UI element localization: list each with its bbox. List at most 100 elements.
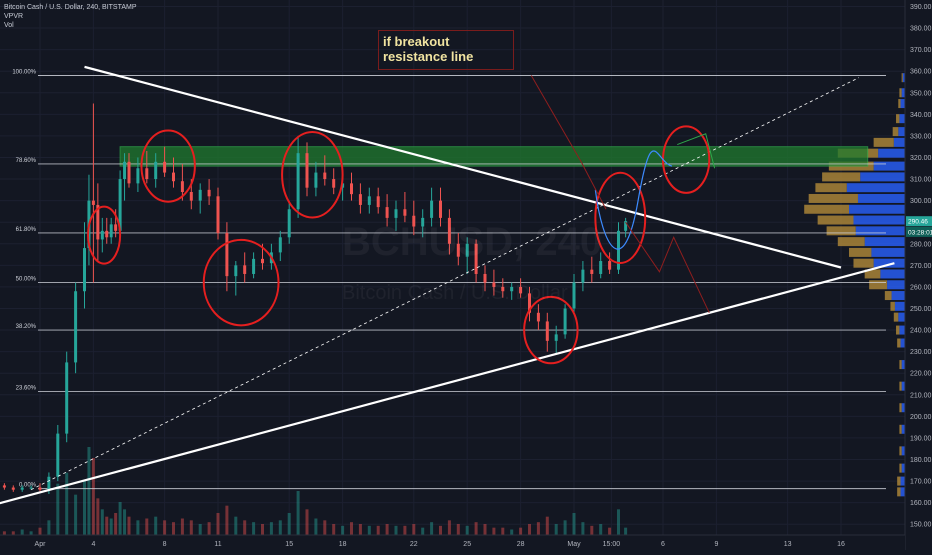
- volume-bar: [87, 447, 91, 535]
- annotation-circles-layer: [87, 125, 711, 365]
- vp-bar-up: [846, 183, 905, 193]
- x-tick-label: 18: [339, 541, 347, 548]
- vp-bar-up: [901, 446, 905, 456]
- volume-bar: [314, 518, 318, 535]
- candle-body: [118, 179, 122, 231]
- volume-bar: [2, 531, 6, 535]
- candle: [412, 200, 416, 236]
- candle: [332, 168, 336, 195]
- candle: [118, 170, 122, 236]
- volume-bar: [20, 529, 24, 535]
- volume-bar: [394, 525, 398, 535]
- candle: [581, 261, 585, 292]
- candle-body: [225, 232, 229, 277]
- candle-body: [163, 161, 167, 173]
- breakout-note-line1: if breakout: [383, 34, 450, 49]
- candle-body: [350, 183, 353, 195]
- candle-body: [47, 476, 51, 490]
- candle: [109, 217, 113, 244]
- vp-bar-up: [853, 215, 905, 225]
- vp-bar-up: [855, 226, 905, 236]
- candle-body: [323, 172, 327, 180]
- candle: [492, 269, 496, 296]
- y-axis-panel: [905, 0, 932, 550]
- fib-label: 38.20%: [16, 324, 37, 330]
- annotation-circle: [140, 129, 196, 203]
- vp-bar-down: [884, 291, 892, 301]
- candle: [234, 261, 238, 296]
- vp-bar-up: [860, 172, 905, 182]
- candle: [358, 183, 362, 214]
- vp-bar-down: [897, 487, 901, 497]
- y-tick-label: 210.00: [910, 392, 932, 399]
- vp-bar-up: [901, 381, 905, 391]
- price-badge: [906, 216, 932, 227]
- vp-bar-down: [864, 269, 881, 279]
- vp-bar-up: [887, 280, 905, 290]
- x-tick-label: May: [567, 541, 581, 548]
- target-path-green: [677, 133, 716, 169]
- volume-bar: [105, 516, 109, 535]
- volume-bar: [545, 516, 549, 535]
- volume-bar: [74, 494, 78, 535]
- x-tick-label: 22: [410, 541, 418, 548]
- vp-bar-down: [822, 172, 861, 182]
- volume-bar: [385, 524, 389, 535]
- y-tick-label: 220.00: [910, 371, 932, 378]
- x-tick-label: 25: [463, 541, 471, 548]
- indicator-vpvr[interactable]: VPVR: [4, 13, 24, 20]
- y-tick-label: 160.00: [910, 500, 932, 507]
- fib-label: 0.00%: [19, 483, 37, 489]
- trendline-projection: [30, 77, 859, 491]
- volume-bar: [617, 509, 620, 535]
- candle: [501, 278, 505, 298]
- candle-body: [501, 286, 505, 292]
- fib-label: 100.00%: [12, 70, 36, 76]
- candle-body: [65, 362, 69, 434]
- candle: [11, 485, 15, 492]
- candle: [447, 209, 451, 255]
- x-tick-label: 11: [214, 541, 221, 548]
- candle-body: [123, 161, 127, 180]
- volume-bar: [341, 525, 345, 535]
- candle: [163, 146, 167, 177]
- volume-bar: [554, 524, 558, 535]
- candle-body: [83, 248, 86, 292]
- volume-bar: [163, 520, 167, 535]
- symbol-title[interactable]: Bitcoin Cash / U.S. Dollar, 240, BITSTAM…: [4, 4, 137, 11]
- indicator-vol[interactable]: Vol: [4, 22, 14, 29]
- candle: [624, 217, 628, 238]
- candle: [74, 282, 78, 374]
- candle-body: [617, 230, 620, 270]
- candle-body: [358, 194, 362, 205]
- y-tick-label: 380.00: [910, 26, 932, 33]
- candle: [207, 179, 211, 205]
- candle-body: [20, 487, 24, 490]
- volume-bar: [376, 525, 380, 535]
- candle-body: [590, 269, 594, 274]
- candle-body: [572, 282, 576, 309]
- candle: [350, 172, 353, 201]
- y-tick-label: 200.00: [910, 414, 932, 421]
- candle: [563, 304, 567, 339]
- candle: [599, 252, 603, 279]
- candle-body: [56, 433, 60, 477]
- volume-bar: [198, 524, 202, 535]
- volume-bar: [114, 513, 118, 535]
- vp-bar-down: [893, 312, 899, 322]
- y-tick-label: 280.00: [910, 241, 932, 248]
- vp-bar-down: [899, 424, 902, 434]
- volume-bar: [624, 527, 628, 535]
- vp-bar-down: [899, 446, 902, 456]
- volume-bar: [358, 524, 362, 535]
- volume-bar: [189, 520, 193, 535]
- candle: [96, 183, 100, 262]
- candle-body: [91, 200, 95, 205]
- candle: [519, 278, 523, 298]
- candle: [216, 187, 220, 240]
- fib-label: 50.00%: [16, 277, 37, 283]
- volume-bar: [421, 527, 425, 535]
